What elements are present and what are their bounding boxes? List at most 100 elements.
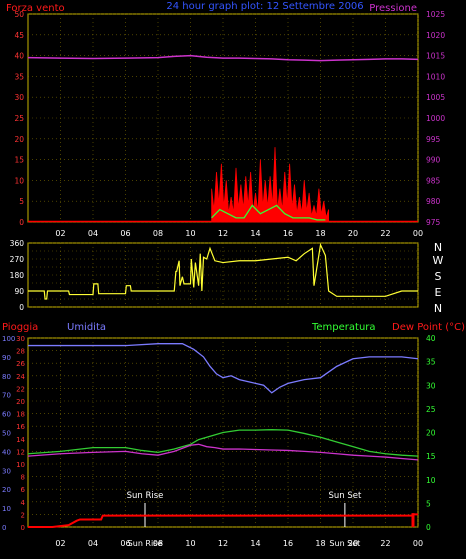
temperature-tick-2: 10 <box>426 476 436 485</box>
humidity-label: Umidita <box>67 322 106 333</box>
panel1-right-tick-1: 980 <box>426 197 441 206</box>
panel1-right-tick-2: 985 <box>426 176 441 185</box>
rain-tick-4: 8 <box>21 474 25 482</box>
rain-tick-11: 22 <box>16 385 25 393</box>
panel1-left-tick-9: 45 <box>14 31 24 40</box>
rain-tick-8: 16 <box>16 423 25 431</box>
panel1-x-tick-6: 14 <box>250 229 260 238</box>
panel3-x-tick-13: 00 <box>413 539 423 548</box>
panel1-left-tick-1: 5 <box>19 197 24 206</box>
panel1-x-tick-0: 02 <box>55 229 65 238</box>
panel1-x-tick-8: 18 <box>315 229 325 238</box>
panel1-right-tick-6: 1005 <box>426 93 445 102</box>
humidity-tick-4: 40 <box>2 448 11 456</box>
panel3-x-tick-2: 06 <box>120 539 130 548</box>
panel1-x-tick-9: 20 <box>348 229 358 238</box>
panel3-x-tick-7: 14 <box>250 539 260 548</box>
panel3-x-tick-12: 22 <box>380 539 390 548</box>
rain-tick-14: 28 <box>16 348 25 356</box>
panel3-x-tick-0: 02 <box>55 539 65 548</box>
sun-annotation-0: Sun Rise <box>127 491 164 501</box>
humidity-tick-2: 20 <box>2 486 11 494</box>
temperature-tick-4: 20 <box>426 429 436 438</box>
rain-tick-2: 4 <box>21 499 26 507</box>
compass-label-2: S <box>435 270 442 283</box>
panel3-x-tick-3: Sun Rise <box>128 539 163 548</box>
panel2-left-tick-8: 360 <box>10 239 25 248</box>
panel1-right-tick-3: 990 <box>426 156 441 165</box>
rain-tick-12: 24 <box>16 373 25 381</box>
humidity-tick-3: 30 <box>2 467 11 475</box>
rain-tick-6: 12 <box>16 448 25 456</box>
panel1-x-tick-11: 00 <box>413 229 423 238</box>
panel1-right-tick-7: 1010 <box>426 72 445 81</box>
temperature-tick-1: 5 <box>426 499 431 508</box>
humidity-tick-0: 0 <box>2 524 6 532</box>
panel1-x-tick-7: 16 <box>283 229 293 238</box>
panel2-left-tick-6: 270 <box>10 255 25 264</box>
panel1-x-tick-3: 08 <box>153 229 163 238</box>
panel1-left-tick-10: 50 <box>14 10 24 19</box>
panel3-x-tick-1: 04 <box>88 539 98 548</box>
series-direction-line <box>28 242 418 300</box>
temperature-tick-8: 40 <box>426 334 436 343</box>
rain-tick-3: 6 <box>21 486 26 494</box>
wind-speed-label: Forza vento <box>6 3 65 14</box>
panel3-x-tick-5: 10 <box>185 539 195 548</box>
panel1-left-tick-5: 25 <box>14 114 24 123</box>
panel1-left-tick-3: 15 <box>14 156 24 165</box>
rain-end-bar <box>411 513 415 527</box>
panel3-x-tick-6: 12 <box>218 539 228 548</box>
humidity-tick-9: 90 <box>2 354 11 362</box>
compass-label-1: W <box>433 254 444 267</box>
sun-annotation-1: Sun Set <box>328 491 361 501</box>
humidity-tick-6: 60 <box>2 411 11 419</box>
panel2-left-tick-0: 0 <box>19 303 24 312</box>
dew-point-label: Dew Point (°C) <box>392 322 465 333</box>
temperature-tick-6: 30 <box>426 381 436 390</box>
rain-tick-7: 14 <box>16 436 25 444</box>
panel1-right-tick-8: 1015 <box>426 52 445 61</box>
series-pressure-line <box>27 54 419 62</box>
panel1-right-tick-9: 1020 <box>426 31 445 40</box>
rain-tick-13: 26 <box>16 360 25 368</box>
series-wind-area <box>211 147 330 223</box>
panel1-right-tick-4: 995 <box>426 135 441 144</box>
panel3-x-tick-8: 16 <box>283 539 293 548</box>
compass-label-3: E <box>435 286 442 299</box>
panel1-x-tick-4: 10 <box>185 229 195 238</box>
graph-title: 24 hour graph plot: 12 Settembre 2006 <box>166 1 363 12</box>
panel3-x-tick-9: 18 <box>315 539 325 548</box>
humidity-tick-8: 80 <box>2 373 11 381</box>
humidity-tick-10: 100 <box>2 335 15 343</box>
panel1-x-tick-10: 22 <box>380 229 390 238</box>
temperature-label: Temperatura <box>311 322 376 333</box>
wind-pressure-chart: 0510152025303540455097598098599099510001… <box>14 10 445 238</box>
panel1-x-tick-1: 04 <box>88 229 98 238</box>
rain-tick-10: 20 <box>16 398 25 406</box>
panel1-left-tick-2: 10 <box>14 176 24 185</box>
temperature-tick-7: 35 <box>426 358 436 367</box>
panel1-right-tick-10: 1025 <box>426 10 445 19</box>
humidity-tick-1: 10 <box>2 505 11 513</box>
panel1-right-tick-5: 1000 <box>426 114 445 123</box>
panel1-left-tick-0: 0 <box>19 218 24 227</box>
rain-label: Pioggia <box>2 322 38 333</box>
panel2-left-tick-2: 90 <box>14 287 24 296</box>
panel3-x-tick-4: 08 <box>153 539 163 548</box>
panel1-x-tick-5: 12 <box>218 229 228 238</box>
panel1-left-tick-8: 40 <box>14 52 24 61</box>
panel1-left-tick-7: 35 <box>14 72 24 81</box>
weather-chart: 02 4 6 8 10 12 14 16 18 20 22 24 26 28 30 0 10 20 30 40 5 06 0… <box>2 334 436 548</box>
rain-tick-1: 2 <box>21 511 25 519</box>
panel2-left-tick-4: 180 <box>10 271 25 280</box>
series-gust-line <box>211 204 326 221</box>
compass-label-4: N <box>434 302 442 315</box>
panel1-left-tick-6: 30 <box>14 93 24 102</box>
temperature-tick-3: 15 <box>426 452 436 461</box>
panel1-x-tick-2: 06 <box>120 229 130 238</box>
